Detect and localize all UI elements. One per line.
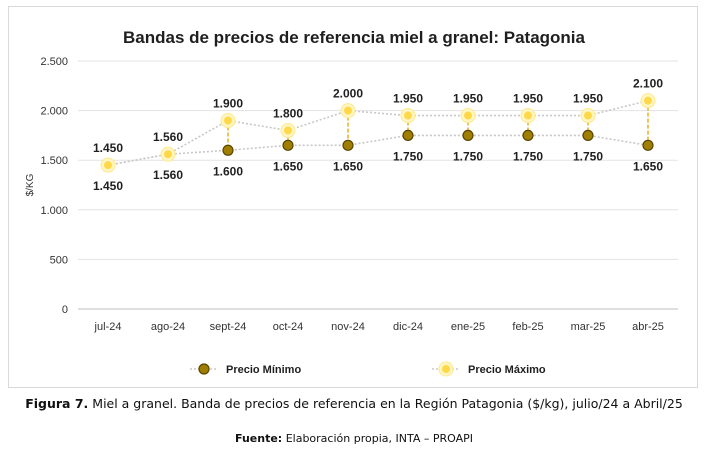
- figure-label: Figura 7.: [25, 396, 89, 411]
- x-tick-label: feb-25: [512, 321, 543, 333]
- min-data-label: 1.450: [93, 179, 123, 193]
- x-tick-label: ago-24: [151, 321, 185, 333]
- max-data-label: 1.950: [453, 92, 483, 106]
- x-tick-label: dic-24: [393, 321, 423, 333]
- max-data-label: 1.950: [513, 92, 543, 106]
- y-tick-label: 2.000: [40, 106, 68, 118]
- max-point: [524, 111, 532, 120]
- max-point: [464, 111, 472, 120]
- figure-source: Fuente: Elaboración propia, INTA – PROAP…: [0, 432, 708, 445]
- legend-max-marker: [442, 365, 450, 373]
- max-point: [584, 111, 592, 120]
- min-data-label: 1.750: [573, 149, 603, 163]
- min-point: [282, 139, 294, 151]
- min-data-label: 1.750: [453, 149, 483, 163]
- line-chart: 0 500 1.000 1.500 2.000 2.500 $/KG jul-24 ago-24…: [25, 56, 678, 377]
- max-point: [644, 96, 652, 105]
- min-data-label: 1.600: [213, 164, 243, 178]
- y-tick-label: 1.000: [40, 205, 68, 217]
- min-data-label: 1.650: [273, 159, 303, 173]
- min-point: [582, 129, 594, 141]
- legend-min-marker: [198, 363, 210, 375]
- x-tick-label: ene-25: [451, 321, 485, 333]
- max-data-label: 1.950: [393, 92, 423, 106]
- legend-max-label: Precio Máximo: [468, 364, 546, 376]
- min-point: [342, 139, 354, 151]
- max-data-label: 1.450: [93, 141, 123, 155]
- y-tick-label: 2.500: [40, 56, 68, 68]
- x-tick-label: jul-24: [94, 321, 122, 333]
- max-point: [284, 126, 292, 135]
- max-point: [104, 161, 112, 170]
- source-text: Elaboración propia, INTA – PROAPI: [285, 432, 473, 445]
- source-label: Fuente:: [234, 432, 283, 445]
- x-tick-label: sept-24: [210, 321, 247, 333]
- x-tick-label: nov-24: [331, 321, 365, 333]
- max-point: [164, 150, 172, 159]
- min-data-label: 1.750: [393, 149, 423, 163]
- min-data-label: 1.560: [153, 168, 183, 182]
- y-tick-label: 500: [50, 254, 68, 266]
- max-data-label: 2.000: [333, 87, 363, 101]
- y-tick-label: 1.500: [40, 155, 68, 167]
- x-tick-label: oct-24: [273, 321, 304, 333]
- chart-title: Bandas de precios de referencia miel a g…: [122, 28, 585, 47]
- y-axis-label: $/KG: [25, 173, 36, 196]
- max-data-label: 1.900: [213, 97, 243, 111]
- min-data-label: 1.650: [633, 159, 663, 173]
- min-point: [642, 139, 654, 151]
- series-line-max: [107, 99, 649, 166]
- max-data-label: 1.560: [153, 130, 183, 144]
- max-point: [404, 111, 412, 120]
- x-tick-label: mar-25: [571, 321, 606, 333]
- max-point: [224, 116, 232, 125]
- max-data-label: 1.800: [273, 106, 303, 120]
- max-data-label: 1.950: [573, 92, 603, 106]
- min-point: [522, 129, 534, 141]
- min-point: [402, 129, 414, 141]
- min-point: [462, 129, 474, 141]
- max-point: [344, 106, 352, 115]
- min-point: [222, 144, 234, 156]
- y-tick-label: 0: [62, 304, 68, 316]
- max-data-label: 2.100: [633, 77, 663, 91]
- figure-caption-text: Miel a granel. Banda de precios de refer…: [92, 396, 683, 411]
- figure-caption: Figura 7. Miel a granel. Banda de precio…: [0, 396, 708, 411]
- chart-frame: [8, 6, 698, 388]
- legend-min-label: Precio Mínimo: [226, 364, 301, 376]
- x-tick-label: abr-25: [632, 321, 664, 333]
- min-data-label: 1.750: [513, 149, 543, 163]
- min-data-label: 1.650: [333, 159, 363, 173]
- series-line-min: [107, 134, 649, 166]
